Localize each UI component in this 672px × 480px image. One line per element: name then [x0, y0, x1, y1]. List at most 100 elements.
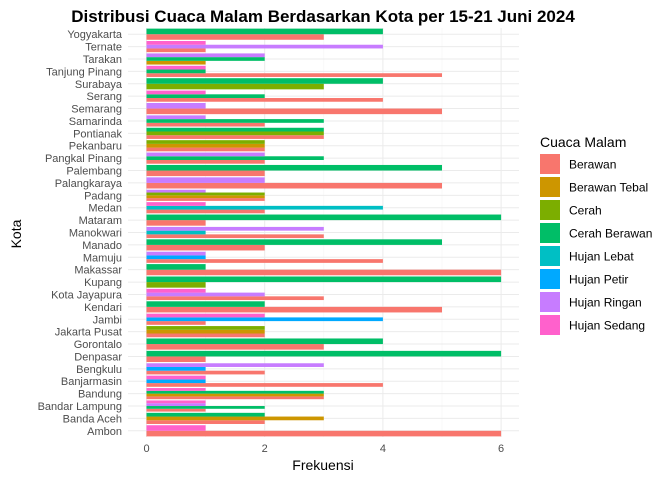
y-axis-title: Kota	[8, 219, 24, 248]
bar-bandar-lampung-hujan-sedang	[146, 400, 206, 404]
bar-pekanbaru-berawan	[146, 147, 265, 152]
y-tick-label: Jambi	[93, 314, 122, 326]
y-tick-label: Mamuju	[83, 252, 122, 264]
y-tick-label: Banjarmasin	[61, 376, 122, 388]
y-tick-label: Pangkal Pinang	[45, 153, 122, 165]
bar-bengkulu-berawan	[146, 370, 265, 375]
bar-palembang-cerah-berawan	[146, 164, 442, 171]
bar-kota-jayapura-hujan-ringan	[146, 292, 265, 297]
y-tick-label: Palembang	[66, 166, 122, 178]
bar-pontianak-cerah	[146, 131, 324, 136]
bar-bengkulu-hujan-petir	[146, 366, 206, 371]
x-tick-label: 2	[262, 443, 268, 455]
y-tick-label: Ambon	[87, 426, 122, 438]
bar-bandung-cerah-berawan	[146, 390, 324, 394]
bar-tanjung-pinang-berawan	[146, 73, 442, 77]
bar-padang-berawan	[146, 198, 265, 201]
bar-kupang-cerah-berawan	[146, 276, 502, 283]
bar-pangkal-pinang-berawan	[146, 159, 265, 164]
bar-banda-aceh-cerah-berawan	[146, 412, 265, 417]
bar-pontianak-cerah-berawan	[146, 127, 324, 132]
bar-pekanbaru-cerah	[146, 140, 265, 144]
legend-label: Cerah	[569, 204, 602, 218]
bar-samarinda-cerah-berawan	[146, 119, 324, 123]
bar-gorontalo-berawan	[146, 344, 324, 350]
legend-swatch	[540, 292, 560, 312]
y-tick-label: Mataram	[79, 215, 122, 227]
y-tick-label: Padang	[84, 190, 122, 202]
bar-denpasar-cerah-berawan	[146, 350, 502, 357]
y-tick-label: Manado	[82, 240, 122, 252]
bar-banda-aceh-berawan	[146, 420, 265, 424]
legend-label: Berawan Tebal	[569, 181, 648, 195]
y-tick-label: Samarinda	[69, 116, 123, 128]
x-tick-label: 4	[380, 443, 386, 455]
y-tick-label: Denpasar	[74, 351, 122, 363]
bar-yogyakarta-berawan	[146, 34, 324, 40]
bar-padang-hujan-ringan	[146, 189, 206, 193]
legend-label: Hujan Sedang	[569, 319, 645, 333]
y-tick-label: Tarakan	[83, 54, 122, 66]
bar-denpasar-berawan	[146, 356, 206, 363]
bar-tarakan-berawan-tebal	[146, 60, 206, 65]
bar-bengkulu-hujan-ringan	[146, 363, 324, 367]
bar-padang-berawan-tebal	[146, 195, 265, 199]
bar-pangkal-pinang-cerah-berawan	[146, 156, 324, 160]
chart-title: Distribusi Cuaca Malam Berdasarkan Kota …	[71, 7, 575, 26]
y-tick-label: Makassar	[74, 265, 122, 277]
y-tick-label: Jakarta Pusat	[55, 327, 122, 339]
y-tick-label: Bengkulu	[76, 364, 122, 376]
legend-title: Cuaca Malam	[540, 134, 626, 150]
legend-label: Hujan Ringan	[569, 296, 642, 310]
bar-serang-cerah-berawan	[146, 94, 265, 99]
bar-banjarmasin-hujan-sedang	[146, 375, 206, 380]
y-tick-label: Pontianak	[73, 128, 122, 140]
bar-tanjung-pinang-hujan-sedang	[146, 65, 206, 70]
bar-bandung-hujan-sedang	[146, 388, 206, 391]
bar-kendari-cerah-berawan	[146, 301, 265, 307]
bar-makassar-berawan	[146, 269, 502, 276]
bar-jambi-berawan	[146, 321, 206, 325]
x-axis-title: Frekuensi	[292, 457, 353, 473]
x-tick-label: 0	[143, 443, 149, 455]
bars	[146, 28, 502, 437]
y-tick-label: Serang	[87, 91, 122, 103]
bar-serang-hujan-sedang	[146, 90, 206, 95]
legend: Cuaca Malam Berawan Berawan Tebal Cerah Cer…	[540, 134, 652, 335]
bar-bandung-berawan	[146, 396, 324, 400]
y-tick-label: Kupang	[84, 277, 122, 289]
legend-swatch	[540, 154, 560, 174]
bar-jakarta-pusat-berawan	[146, 333, 265, 338]
bar-surabaya-cerah	[146, 83, 324, 90]
bar-mataram-berawan	[146, 220, 206, 226]
bar-banda-aceh-berawan-tebal	[146, 416, 324, 421]
x-axis-ticks: 0 2 4 6	[143, 443, 504, 455]
x-tick-label: 6	[498, 443, 504, 455]
bar-manokwari-hujan-lebat	[146, 230, 206, 235]
legend-label: Hujan Lebat	[569, 250, 634, 264]
legend-swatch	[540, 200, 560, 220]
bar-manado-cerah-berawan	[146, 239, 442, 245]
bar-banjarmasin-hujan-petir	[146, 379, 206, 384]
bar-manokwari-hujan-ringan	[146, 226, 324, 231]
bar-ternate-hujan-sedang	[146, 41, 206, 45]
bar-medan-berawan	[146, 209, 265, 214]
bar-palangkaraya-hujan-ringan	[146, 177, 265, 183]
bar-gorontalo-cerah-berawan	[146, 338, 383, 345]
legend-swatch	[540, 223, 560, 243]
legend-label: Hujan Petir	[569, 273, 628, 287]
bar-semarang-berawan	[146, 108, 442, 115]
y-tick-label: Banda Aceh	[63, 413, 122, 425]
bar-tarakan-hujan-ringan	[146, 53, 265, 58]
bar-mataram-cerah-berawan	[146, 214, 502, 221]
bar-palangkaraya-berawan	[146, 182, 442, 189]
bar-samarinda-berawan	[146, 122, 265, 127]
bar-pekanbaru-berawan-tebal	[146, 143, 265, 148]
bar-bandung-berawan-tebal	[146, 393, 324, 397]
bar-jambi-hujan-sedang	[146, 313, 265, 318]
bar-mamuju-hujan-petir	[146, 255, 206, 260]
bar-tarakan-cerah-berawan	[146, 57, 265, 61]
y-tick-label: Kendari	[84, 302, 122, 314]
